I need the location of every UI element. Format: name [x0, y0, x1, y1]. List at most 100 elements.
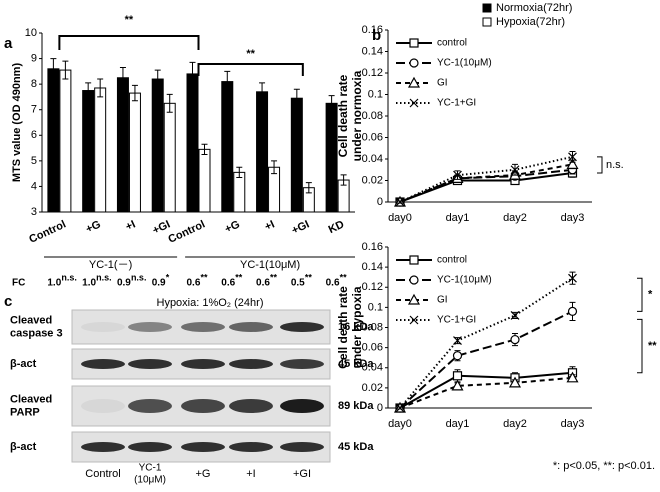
bar — [59, 69, 72, 213]
bracket — [637, 277, 643, 312]
significance: ** — [305, 272, 313, 282]
line — [399, 277, 574, 409]
y-tick-label: 0.16 — [362, 24, 383, 36]
legend-label: YC-1+GI — [437, 315, 476, 326]
marker — [566, 371, 579, 383]
x-tick-label: Control — [166, 218, 207, 245]
line — [399, 163, 573, 203]
error-bar — [236, 166, 243, 178]
y-tick-label: 10 — [25, 27, 37, 39]
y-tick-label: 3 — [31, 206, 37, 218]
y-axis-label: under hypoxia — [350, 286, 364, 368]
row-label: β-act — [10, 441, 37, 453]
fold-change: 1.0 — [82, 278, 96, 289]
bar — [233, 171, 246, 213]
band — [280, 399, 324, 413]
fold-change: 0.5 — [291, 278, 305, 289]
error-bar — [189, 61, 196, 86]
y-axis-label: Cell death rate — [336, 286, 350, 369]
row-label: caspase 3 — [10, 327, 63, 339]
band — [181, 359, 225, 369]
y-tick-label: 0.14 — [362, 45, 383, 57]
significance: ** — [201, 272, 209, 282]
marker — [409, 58, 419, 68]
panel-label: c — [4, 293, 12, 310]
legend-swatch — [482, 17, 492, 27]
legend-label: YC-1+GI — [437, 98, 476, 109]
error-bar — [62, 60, 69, 80]
y-axis-label: Cell death rate — [336, 74, 350, 157]
x-tick-label: KD — [327, 218, 347, 236]
bar — [151, 78, 164, 213]
x-tick-label: day3 — [561, 418, 585, 430]
band — [81, 359, 125, 369]
marker — [395, 197, 405, 207]
legend-label: YC-1(10μM) — [437, 58, 492, 69]
error-bar — [50, 58, 57, 80]
lane-label: +G — [196, 468, 211, 480]
x-tick-label: +I — [263, 218, 277, 233]
significance: ** — [340, 272, 348, 282]
band-size: 16 kDa — [338, 321, 374, 333]
x-tick-label: day1 — [446, 212, 470, 224]
legend-label: control — [437, 38, 467, 49]
band — [181, 322, 225, 332]
band-size: 45 kDa — [338, 441, 374, 453]
y-tick-label: 0.02 — [362, 382, 383, 394]
error-bar — [166, 93, 173, 113]
line — [399, 310, 573, 409]
y-tick-label: 7 — [31, 104, 37, 116]
annotation: ** — [246, 48, 255, 60]
annotation: * — [648, 289, 653, 301]
panel-label: a — [4, 35, 13, 52]
y-tick-label: 0 — [377, 196, 383, 208]
band — [128, 322, 172, 332]
error-bar — [259, 82, 266, 102]
bar — [198, 148, 211, 213]
band-size: 89 kDa — [338, 400, 374, 412]
line — [399, 376, 573, 409]
band — [229, 442, 273, 452]
bar — [221, 81, 234, 213]
group-label: YC-1(10μM) — [240, 259, 300, 271]
marker — [409, 275, 419, 285]
y-tick-label: 0.04 — [362, 362, 383, 374]
marker — [510, 311, 520, 320]
error-bar — [97, 78, 104, 98]
bar — [116, 77, 129, 213]
fold-change: 0.6 — [221, 278, 235, 289]
legend-label: control — [437, 255, 467, 266]
marker — [453, 336, 462, 346]
line — [399, 168, 573, 203]
legend-swatch — [482, 3, 492, 13]
error-bar — [131, 84, 138, 102]
bar — [163, 102, 176, 213]
significance: ** — [235, 272, 243, 282]
error-bar — [154, 69, 161, 89]
significance: * — [166, 272, 170, 282]
band — [181, 442, 225, 452]
x-tick-label: day0 — [388, 212, 412, 224]
y-tick-label: 6 — [31, 129, 37, 141]
x-tick-label: day1 — [446, 418, 470, 430]
fold-change: 0.6 — [256, 278, 270, 289]
y-axis-label: MTS value (OD 490nm) — [11, 63, 23, 183]
fold-change: 0.9 — [117, 278, 131, 289]
bar — [186, 73, 199, 213]
error-bar — [305, 182, 312, 194]
y-tick-label: 0 — [377, 402, 383, 414]
group-label: YC-1(－) — [89, 259, 132, 271]
marker — [566, 158, 579, 169]
band — [128, 399, 172, 413]
marker — [453, 170, 462, 180]
legend-label: Normoxia(72hr) — [496, 2, 572, 14]
bracket — [637, 318, 643, 374]
y-tick-label: 4 — [31, 180, 37, 192]
row-label: Cleaved — [10, 314, 52, 326]
band — [280, 442, 324, 452]
marker — [568, 152, 577, 162]
marker — [567, 306, 578, 316]
lane-label: Control — [85, 468, 120, 480]
y-tick-label: 5 — [31, 155, 37, 167]
